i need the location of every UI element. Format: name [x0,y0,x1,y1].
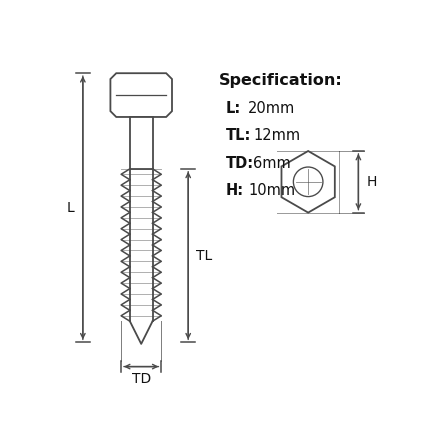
Text: TL: TL [196,248,212,263]
Text: H: H [367,175,377,189]
Text: TD:: TD: [226,156,253,171]
Bar [130,117,152,169]
Text: 20mm: 20mm [248,101,296,116]
Text: TD: TD [132,372,151,386]
Text: H:: H: [226,184,244,198]
Text: L:: L: [226,101,241,116]
Text: TL:: TL: [226,128,251,143]
Text: 10mm: 10mm [248,184,295,198]
Polygon shape [110,73,172,117]
Polygon shape [282,151,335,213]
Text: 12mm: 12mm [253,128,300,143]
Text: 6mm: 6mm [253,156,291,171]
Text: Specification:: Specification: [219,73,343,88]
Text: L: L [67,201,75,215]
